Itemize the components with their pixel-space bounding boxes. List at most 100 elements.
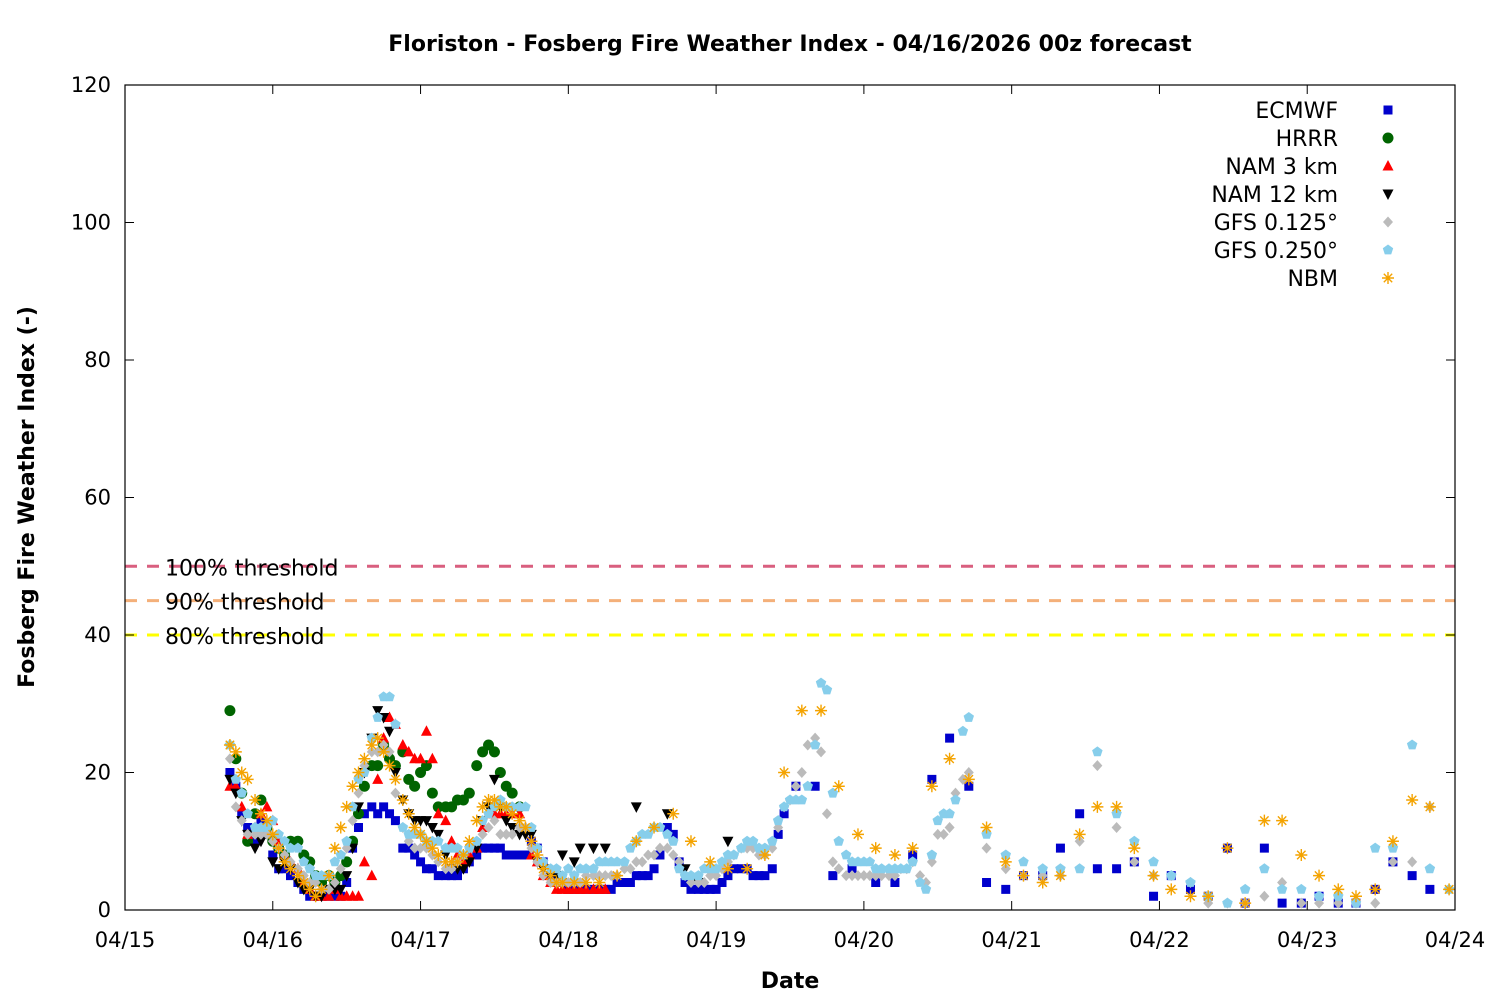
- point-nbm: [519, 821, 532, 834]
- point-nbm: [1406, 794, 1419, 806]
- point-gfs-0-125: [1000, 863, 1011, 875]
- point-gfs-0-125: [409, 842, 420, 854]
- point-nbm: [1443, 883, 1456, 896]
- point-gfs-0-250: [914, 877, 926, 887]
- point-gfs-0-250: [1313, 890, 1325, 901]
- point-nam-12-km: [335, 884, 347, 896]
- point-hrrr: [224, 705, 236, 717]
- point-nbm: [832, 780, 845, 793]
- point-nbm: [476, 800, 489, 813]
- point-nbm: [1423, 800, 1436, 813]
- point-nbm: [611, 869, 624, 882]
- point-gfs-0-125: [1129, 856, 1140, 868]
- point-nam-3-km: [432, 807, 444, 819]
- point-ecmwf: [927, 774, 937, 784]
- point-gfs-0-250: [833, 835, 844, 846]
- point-ecmwf: [484, 843, 494, 853]
- point-ecmwf: [723, 871, 733, 881]
- point-ecmwf: [773, 829, 783, 839]
- point-gfs-0-250: [1239, 883, 1251, 894]
- point-nbm: [1147, 869, 1160, 882]
- point-gfs-0-250: [747, 835, 759, 846]
- point-nbm: [778, 766, 791, 779]
- point-nbm: [1276, 814, 1289, 827]
- point-nam-12-km: [249, 843, 261, 855]
- point-nam-12-km: [440, 850, 452, 861]
- point-ecmwf: [268, 850, 278, 860]
- point-gfs-0-125: [932, 828, 943, 840]
- point-nbm: [1239, 897, 1252, 910]
- point-nbm: [1221, 842, 1234, 855]
- point-gfs-0-125: [236, 815, 247, 827]
- point-gfs-0-250: [876, 863, 887, 874]
- point-ecmwf: [612, 878, 622, 887]
- point-gfs-0-250: [821, 684, 833, 695]
- x-tick-label: 04/17: [390, 928, 451, 952]
- point-gfs-0-250: [1129, 835, 1140, 846]
- point-ecmwf: [705, 884, 715, 894]
- point-nbm: [1184, 890, 1197, 903]
- point-nam-3-km: [580, 883, 592, 894]
- point-gfs-0-250: [907, 856, 918, 867]
- point-ecmwf: [410, 850, 420, 860]
- point-gfs-0-125: [841, 870, 852, 882]
- x-tick-label: 04/22: [1129, 928, 1190, 952]
- legend-marker-gfs-0-250: [1382, 244, 1394, 255]
- point-gfs-0-250: [1185, 877, 1196, 887]
- point-nbm: [451, 855, 464, 868]
- point-nam-12-km: [574, 843, 586, 855]
- point-gfs-0-250: [1074, 863, 1085, 874]
- point-gfs-0-250: [242, 808, 253, 819]
- point-gfs-0-125: [852, 870, 863, 882]
- point-nbm: [463, 835, 476, 848]
- point-nbm: [758, 849, 771, 861]
- point-nbm: [925, 780, 938, 793]
- point-ecmwf: [767, 864, 777, 874]
- point-gfs-0-125: [938, 828, 949, 840]
- point-nam-12-km: [568, 857, 580, 868]
- point-gfs-0-250: [292, 842, 304, 853]
- point-gfs-0-250: [950, 794, 961, 805]
- point-nbm: [1073, 828, 1086, 841]
- point-nbm: [223, 739, 236, 751]
- point-nbm: [1017, 869, 1030, 882]
- point-ecmwf: [810, 781, 820, 791]
- point-nam-12-km: [384, 726, 396, 738]
- point-ecmwf: [489, 843, 499, 853]
- point-nbm: [943, 752, 956, 765]
- point-nam-12-km: [432, 829, 444, 841]
- point-nbm: [531, 849, 544, 861]
- point-nbm: [266, 828, 279, 841]
- point-gfs-0-125: [827, 856, 838, 868]
- point-nbm: [346, 780, 359, 793]
- legend-label-gfs-0-125: GFS 0.125°: [1214, 211, 1338, 236]
- x-tick-label: 04/15: [95, 928, 156, 952]
- point-ecmwf: [390, 816, 400, 826]
- point-nbm: [457, 849, 470, 861]
- point-ecmwf: [1425, 884, 1435, 894]
- point-gfs-0-125: [1277, 877, 1288, 888]
- point-gfs-0-125: [1259, 890, 1270, 902]
- point-nam-12-km: [488, 774, 500, 786]
- legend-label-gfs-0-250: GFS 0.250°: [1214, 239, 1338, 264]
- point-ecmwf: [404, 843, 414, 853]
- point-gfs-0-125: [643, 849, 654, 861]
- point-gfs-0-125: [654, 842, 665, 854]
- point-gfs-0-125: [1387, 856, 1398, 868]
- point-gfs-0-125: [864, 870, 875, 882]
- point-ecmwf: [680, 878, 690, 887]
- point-nbm: [513, 814, 526, 827]
- point-nbm: [377, 745, 390, 758]
- point-gfs-0-250: [1055, 863, 1066, 874]
- point-gfs-0-250: [1259, 863, 1270, 874]
- point-hrrr: [471, 760, 483, 772]
- point-nbm: [525, 835, 538, 848]
- point-nbm: [1110, 800, 1123, 813]
- point-gfs-0-125: [833, 863, 844, 875]
- point-gfs-0-250: [580, 863, 592, 874]
- point-nam-3-km: [525, 849, 537, 860]
- point-gfs-0-250: [471, 835, 482, 846]
- point-gfs-0-250: [920, 883, 932, 894]
- point-gfs-0-250: [1111, 808, 1122, 819]
- point-gfs-0-250: [464, 842, 475, 853]
